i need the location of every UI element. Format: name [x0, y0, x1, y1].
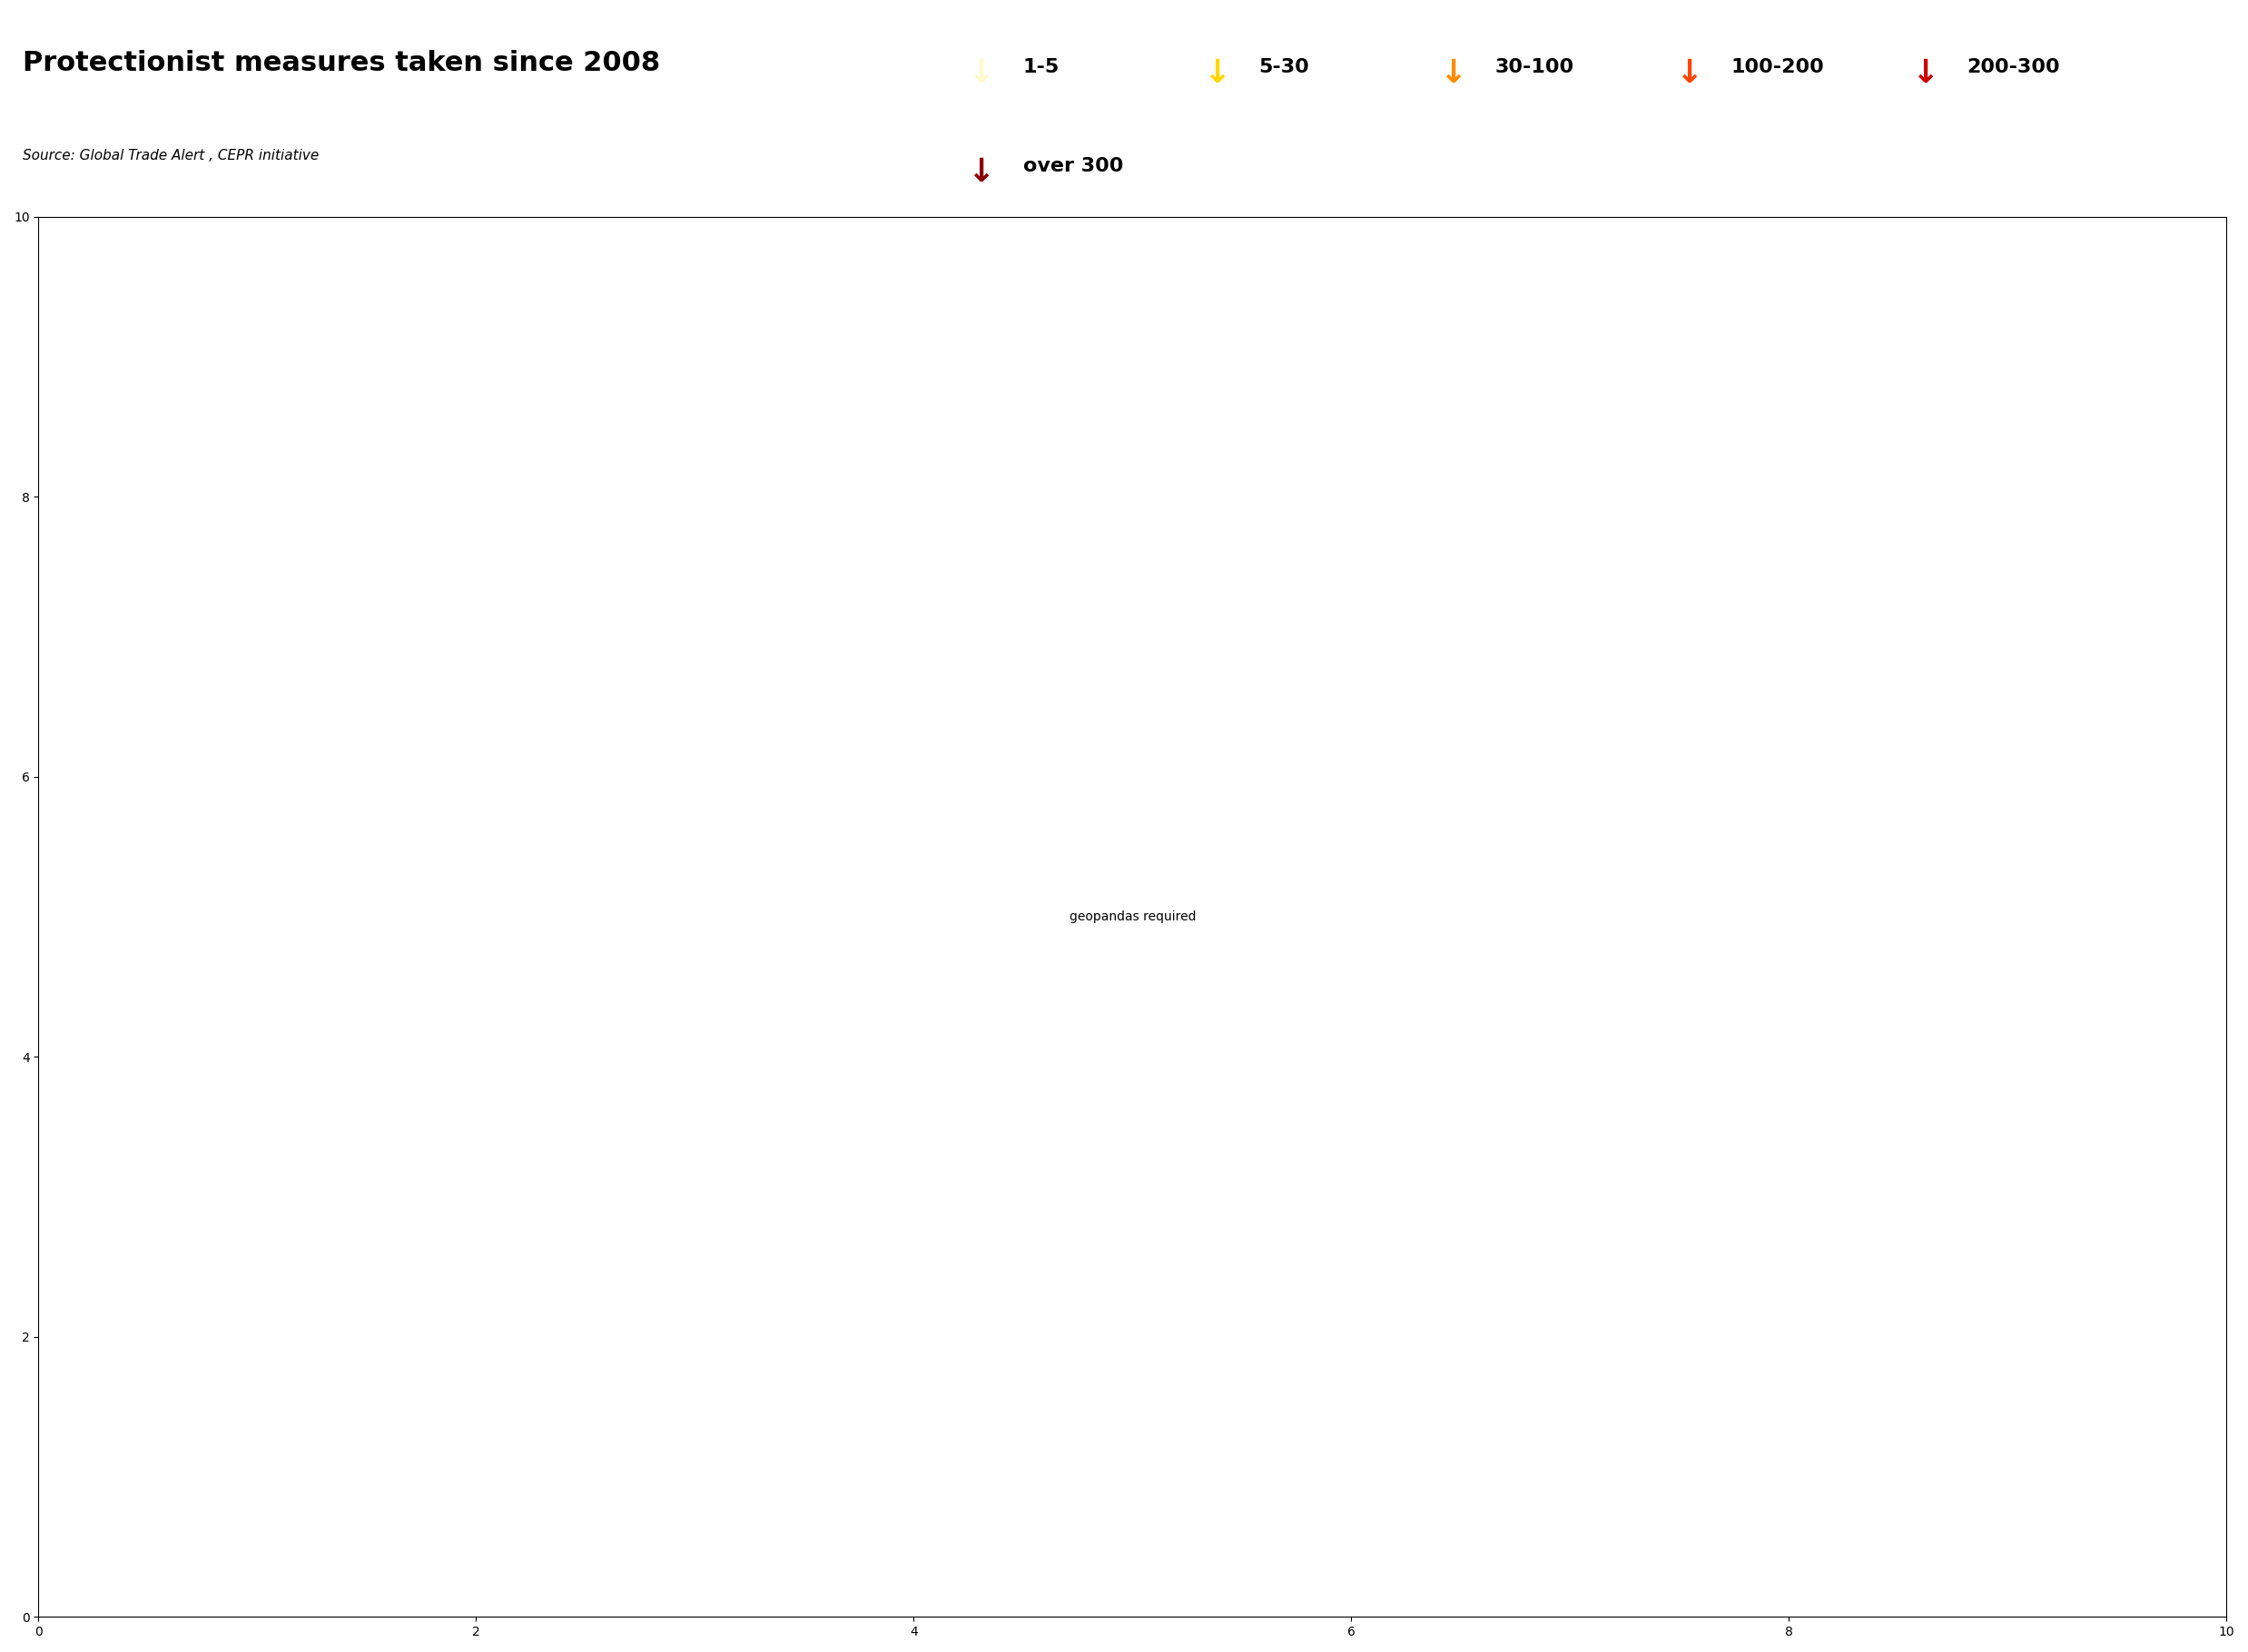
Text: ↓: ↓ [1675, 58, 1702, 89]
Text: ↓: ↓ [1203, 58, 1230, 89]
Text: 100-200: 100-200 [1731, 58, 1823, 76]
Text: ↓: ↓ [967, 157, 994, 188]
Text: 1-5: 1-5 [1023, 58, 1059, 76]
Text: 30-100: 30-100 [1495, 58, 1574, 76]
Text: Protectionist measures taken since 2008: Protectionist measures taken since 2008 [22, 50, 661, 76]
Text: ↓: ↓ [967, 58, 994, 89]
Text: geopandas required: geopandas required [1070, 910, 1196, 923]
Text: over 300: over 300 [1023, 157, 1124, 175]
Text: Source: Global Trade Alert , CEPR initiative: Source: Global Trade Alert , CEPR initia… [22, 149, 319, 162]
Text: ↓: ↓ [1439, 58, 1466, 89]
Text: 200-300: 200-300 [1967, 58, 2059, 76]
Text: ↓: ↓ [1911, 58, 1938, 89]
Text: 5-30: 5-30 [1259, 58, 1311, 76]
